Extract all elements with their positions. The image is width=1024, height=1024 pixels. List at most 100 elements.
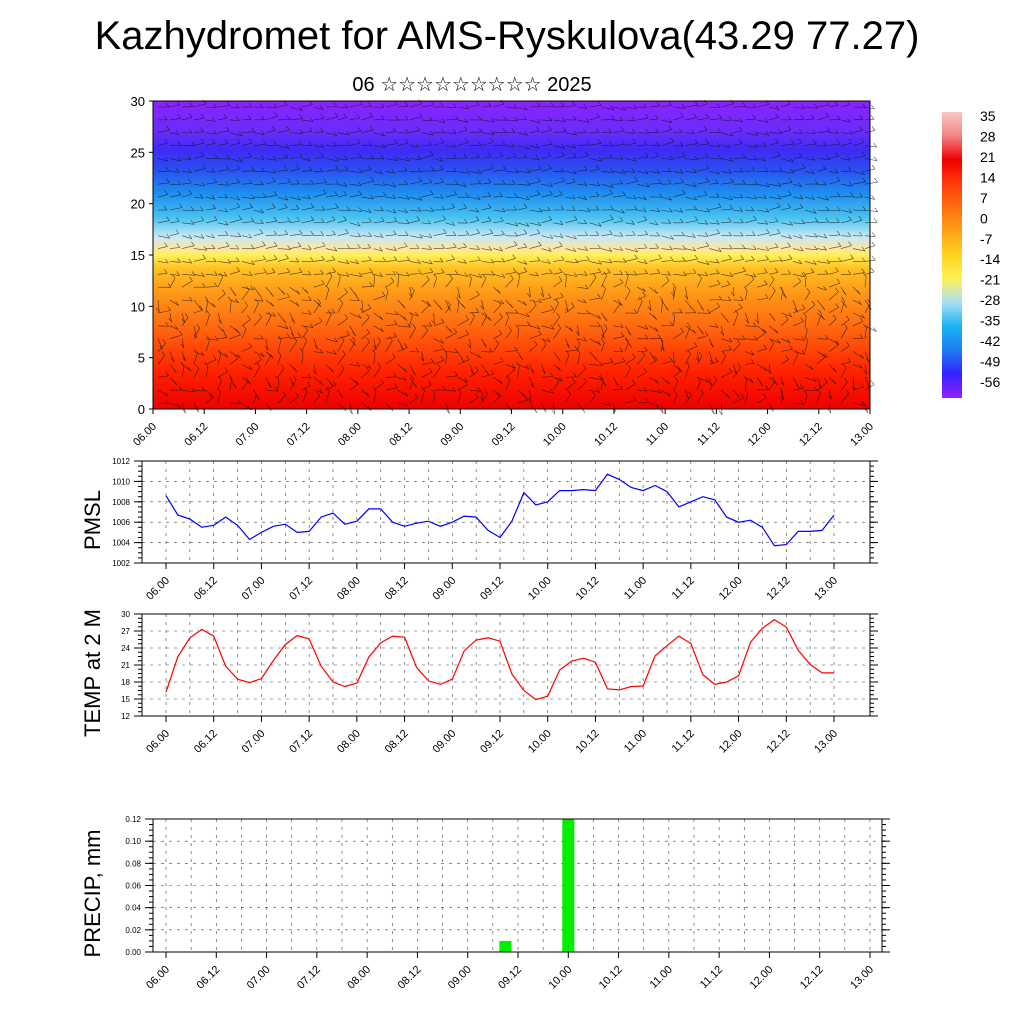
temp-ytick-label: 21 bbox=[121, 661, 130, 670]
wind-barb-flag bbox=[179, 330, 183, 336]
wind-barb-flag bbox=[439, 257, 444, 263]
wind-barb bbox=[229, 358, 238, 365]
wind-barb bbox=[397, 222, 410, 224]
wind-barb bbox=[817, 169, 826, 172]
wind-barb bbox=[721, 338, 733, 343]
wind-barb-flag bbox=[599, 361, 603, 366]
wind-barb bbox=[349, 130, 362, 133]
wind-barb-flag bbox=[609, 168, 614, 173]
wind-barb-flag bbox=[345, 272, 350, 277]
wind-barb-flag bbox=[295, 392, 299, 397]
wind-barb-flag bbox=[174, 325, 179, 330]
wind-barb-flag bbox=[412, 371, 416, 376]
wind-barb-flag bbox=[463, 126, 468, 131]
wind-barb-flag bbox=[834, 168, 839, 174]
wind-barb bbox=[793, 118, 805, 121]
wind-barb-flag bbox=[631, 116, 636, 122]
wind-barb-flag bbox=[643, 195, 647, 200]
wind-barb bbox=[589, 195, 600, 198]
wind-barb bbox=[613, 195, 626, 198]
wind-barb-flag bbox=[729, 244, 733, 250]
wind-barb-flag bbox=[478, 273, 482, 278]
wind-barb bbox=[768, 343, 774, 352]
wind-barb-flag bbox=[633, 104, 638, 109]
wind-barb-flag bbox=[537, 177, 541, 182]
wind-barb-flag bbox=[483, 343, 487, 348]
wind-barb-flag bbox=[262, 255, 267, 260]
wind-barb-flag bbox=[346, 244, 351, 249]
colorbar-label: -21 bbox=[980, 272, 1000, 288]
wind-barb-flag bbox=[821, 315, 825, 320]
wind-barb bbox=[433, 338, 444, 344]
wind-barb-flag bbox=[323, 178, 327, 183]
wind-barb bbox=[649, 312, 657, 320]
wind-barb-flag bbox=[530, 369, 535, 374]
wind-barb bbox=[445, 353, 447, 365]
wind-barb bbox=[253, 259, 266, 262]
wind-barb-flag bbox=[563, 127, 567, 132]
wind-barb bbox=[745, 363, 755, 365]
wind-barb-flag bbox=[190, 220, 195, 225]
wind-barb bbox=[241, 207, 253, 211]
wind-barb bbox=[277, 104, 287, 108]
wind-barb bbox=[193, 155, 205, 159]
wind-barb bbox=[337, 303, 343, 314]
wind-barb bbox=[217, 158, 231, 160]
wind-barb bbox=[769, 221, 779, 224]
wind-barb bbox=[541, 129, 552, 133]
wind-barb-flag bbox=[409, 311, 413, 317]
wind-barb bbox=[337, 132, 350, 136]
wind-barb-flag bbox=[862, 272, 867, 278]
wind-barb bbox=[421, 271, 434, 275]
wind-barb-flag bbox=[453, 154, 457, 159]
wind-barb bbox=[757, 248, 769, 251]
wind-barb bbox=[852, 142, 864, 146]
wind-barb bbox=[409, 220, 420, 224]
wind-barb bbox=[409, 209, 421, 212]
wind-barb-flag bbox=[358, 168, 363, 173]
wind-barb-flag bbox=[787, 203, 791, 208]
wind-barb bbox=[493, 316, 503, 327]
wind-barb-flag bbox=[204, 296, 209, 301]
wind-barb-flag bbox=[627, 331, 632, 336]
wind-barb-flag bbox=[418, 196, 423, 201]
wind-barb-flag bbox=[442, 385, 446, 391]
wind-barb-flag bbox=[429, 116, 433, 122]
precip-xtick-label: 08.12 bbox=[396, 964, 424, 992]
wind-barb-flag bbox=[298, 140, 302, 145]
wind-barb bbox=[361, 341, 370, 352]
wind-barb bbox=[541, 194, 553, 198]
wind-barb bbox=[565, 276, 567, 288]
wind-barb-flag bbox=[803, 389, 808, 395]
wind-barb-flag bbox=[487, 178, 492, 183]
wind-barb-flag bbox=[848, 216, 852, 221]
wind-barb bbox=[397, 389, 408, 397]
wind-barb bbox=[817, 130, 830, 133]
wind-barb-flag bbox=[164, 242, 168, 247]
wind-barb-flag bbox=[685, 394, 690, 400]
wind-barb bbox=[193, 142, 205, 146]
wind-barb bbox=[457, 261, 467, 264]
wind-barb bbox=[193, 220, 204, 224]
wind-barb-flag bbox=[627, 364, 631, 369]
wind-barb-flag bbox=[572, 247, 577, 252]
wind-barb-flag bbox=[416, 126, 421, 131]
wind-barb bbox=[253, 359, 262, 365]
wind-barb-flag bbox=[569, 327, 573, 332]
wind-barb-flag bbox=[692, 329, 696, 334]
wind-barb-flag bbox=[607, 268, 611, 273]
wind-barb-flag bbox=[441, 244, 445, 249]
wind-barb bbox=[433, 169, 444, 172]
wind-barb-flag bbox=[548, 247, 552, 252]
wind-barb bbox=[433, 142, 444, 146]
wind-barb bbox=[481, 141, 494, 146]
wind-barb-flag bbox=[188, 113, 193, 118]
wind-barb-flag bbox=[800, 115, 805, 120]
wind-barb bbox=[253, 299, 264, 302]
cross-section-ytick-label: 30 bbox=[131, 94, 145, 109]
wind-barb bbox=[397, 347, 408, 352]
wind-barb-flag bbox=[514, 308, 518, 314]
wind-barb-flag bbox=[573, 169, 577, 174]
wind-barb-flag bbox=[774, 268, 779, 273]
wind-barb bbox=[493, 343, 499, 352]
